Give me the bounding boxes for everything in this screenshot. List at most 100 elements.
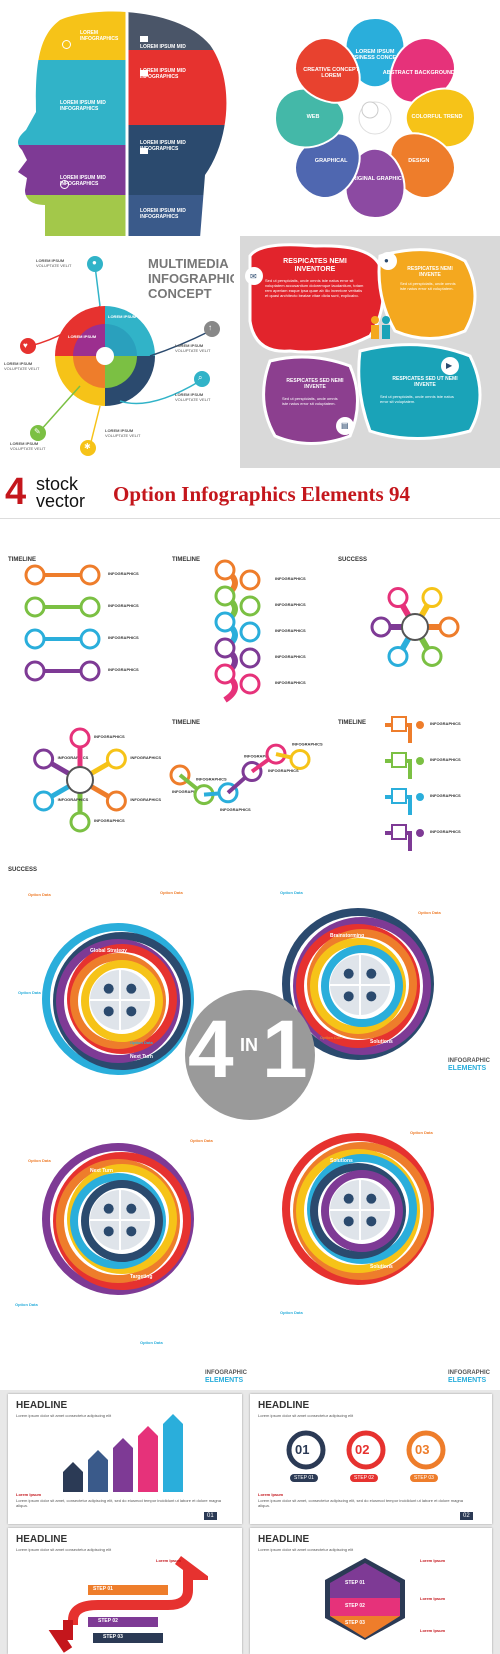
callout-title: LOREM IPSUM <box>4 361 33 366</box>
timeline-node <box>24 596 46 618</box>
petal-shape <box>293 132 361 200</box>
timeline-item-label: INFOGRAPHICS <box>430 757 461 762</box>
card-headline: HEADLINE <box>258 1400 310 1411</box>
center-badge-in: IN <box>240 1035 258 1055</box>
step-label: STEP 02 <box>98 1618 118 1624</box>
callout-title: LOREM IPSUM <box>105 428 134 433</box>
rings-panel: Global Strategy Next Turn Brainstorming Sol… <box>0 890 500 1388</box>
timeline-item-label: INFOGRAPHICS <box>220 807 251 812</box>
headline-card: HEADLINE Lorem ipsum dolor sit amet cons… <box>250 1528 492 1654</box>
timeline-node <box>239 595 261 617</box>
timeline-item-label: INFOGRAPHICS <box>275 628 306 633</box>
timeline-node <box>214 663 236 685</box>
option-label: Option Data <box>418 910 441 915</box>
option-label: Option Data <box>18 990 41 995</box>
center-badge <box>185 990 315 1120</box>
search-icon: ⌕ <box>198 373 203 382</box>
multimedia-infographic-panel: ♥ ● ↑ ⌕ ✱ ✎ MULTIMEDIA INFOGRAPHIC CONCE… <box>0 236 234 468</box>
pen-icon: ✎ <box>34 427 41 436</box>
step-label: STEP 03 <box>103 1634 123 1640</box>
timeline-diagrams: INFOGRAPHICS INFOGRAPHICS INFOGRAPHICS INFO… <box>24 559 461 851</box>
timeline-item-label: INFOGRAPHICS <box>108 635 139 640</box>
timeline-item-label: INFOGRAPHICS <box>244 754 275 759</box>
card-lorem: Lorem Ipsum <box>420 1596 446 1601</box>
timeline-item-label: INFOGRAPHICS <box>130 755 161 760</box>
brain-icon <box>126 1226 137 1237</box>
step-number: 03 <box>415 1442 430 1457</box>
bubble-title: RESPICATES SED NEMI INVENTE <box>286 378 344 390</box>
timeline-node <box>421 587 443 609</box>
petal-shape <box>273 87 346 149</box>
bubble-body: Sed ut perspiciatis, unde omnis iste nat… <box>265 278 364 298</box>
callout-sub: VOLUPTATE VELIT <box>105 433 141 438</box>
chess-icon <box>103 1006 114 1017</box>
timeline-title: SUCCESS <box>8 867 38 873</box>
headline-cards-panel: HEADLINE Lorem ipsum dolor sit amet cons… <box>0 1390 500 1654</box>
bulb-icon <box>366 1193 377 1204</box>
timeline-item-label: INFOGRAPHICS <box>196 777 227 782</box>
option-label: Option Data <box>130 1040 153 1045</box>
card-headline: HEADLINE <box>258 1534 310 1545</box>
timeline-item-label: INFOGRAPHICS <box>94 818 125 823</box>
step-label: STEP 01 <box>290 1474 318 1482</box>
ring-word: Next Turn <box>130 1054 153 1060</box>
card-lorem: Lorem Ipsum <box>420 1628 446 1633</box>
timeline-title: TIMELINE <box>8 557 36 563</box>
bulb-icon: ✱ <box>84 442 91 451</box>
timeline-item-label: INFOGRAPHICS <box>108 667 139 672</box>
timeline-item-label: INFOGRAPHICS <box>275 602 306 607</box>
timeline-title: SUCCESS <box>338 557 368 563</box>
card-subtitle: Lorem ipsum dolor sit amet consectetur a… <box>258 1547 354 1552</box>
card-body: Lorem ipsum dolor sit amet, consectetur … <box>16 1498 221 1508</box>
banner: 4 stock vector Option Infographics Eleme… <box>0 470 500 519</box>
timeline-square <box>391 824 407 840</box>
option-label: Option Data <box>28 1158 51 1163</box>
card-subtitle: Lorem ipsum dolor sit amet consectetur a… <box>16 1547 112 1552</box>
timeline-node <box>79 564 101 586</box>
flower-petal <box>273 87 346 149</box>
timeline-node <box>239 647 261 669</box>
callout-sub: VOLUPTATE VELIT <box>10 446 46 451</box>
step-label: STEP 01 <box>93 1586 113 1592</box>
timeline-node <box>387 645 409 667</box>
headline-card: HEADLINE Lorem ipsum dolor sit amet cons… <box>8 1528 242 1654</box>
card-subtitle: Lorem ipsum dolor sit amet consectetur a… <box>258 1413 354 1418</box>
person-icon <box>401 613 429 641</box>
card-lorem: Lorem Ipsum <box>16 1492 42 1497</box>
ring-word: Solutions <box>370 1039 393 1045</box>
petal-shape <box>344 16 406 89</box>
petal-label: GRAPHICAL <box>315 158 348 164</box>
page-number: 02 <box>460 1512 473 1520</box>
flower-diagram: LOREM IPSUM BUSINESS CONCEPT ABSTRACT BACK… <box>273 16 477 220</box>
step-number: 02 <box>355 1442 370 1457</box>
target-icon <box>343 1193 354 1204</box>
brand-mark: INFOGRAPHIC ELEMENTS <box>448 1058 490 1072</box>
video-icon: ▶ <box>446 361 453 370</box>
option-label: Option Data <box>280 1310 303 1315</box>
brand-line: INFOGRAPHIC <box>448 1058 490 1064</box>
location-pin-icon: ● <box>92 258 97 267</box>
petal-label: WEB <box>307 114 320 120</box>
timeline-square <box>391 716 407 732</box>
ring-diagram: Global Strategy Next Turn <box>42 923 194 1075</box>
bulb-icon <box>126 1203 137 1214</box>
card-subtitle: Lorem ipsum dolor sit amet consectetur a… <box>16 1413 112 1418</box>
flower-petal <box>344 147 406 220</box>
option-label: Option Data <box>15 1302 38 1307</box>
brand-mark: INFOGRAPHIC ELEMENTS <box>205 1370 247 1384</box>
multimedia-title: MULTIMEDIA INFOGRAPHIC CONCEPT <box>148 256 234 301</box>
timeline-node <box>24 564 46 586</box>
center-badge-one: 1 <box>262 1004 308 1095</box>
head-segment-label: LOREM INFOGRAPHICS <box>80 30 119 42</box>
chart-icon: ▤ <box>341 421 349 430</box>
bulb-icon <box>366 968 377 979</box>
brain-icon <box>366 1216 377 1227</box>
ring-diagram: Brainstorming Solutions <box>282 908 434 1060</box>
page-number: 01 <box>204 1512 217 1520</box>
petal-label: ORIGINAL GRAPHIC <box>348 176 402 182</box>
person-icon <box>66 766 94 794</box>
center-badge-number: 4 <box>188 1004 234 1095</box>
bubble-title: RESPICATES SED UT NEMI INVENTE <box>392 376 458 388</box>
ring-word: Solutions <box>330 1158 353 1164</box>
megaphone-icon <box>140 36 148 42</box>
